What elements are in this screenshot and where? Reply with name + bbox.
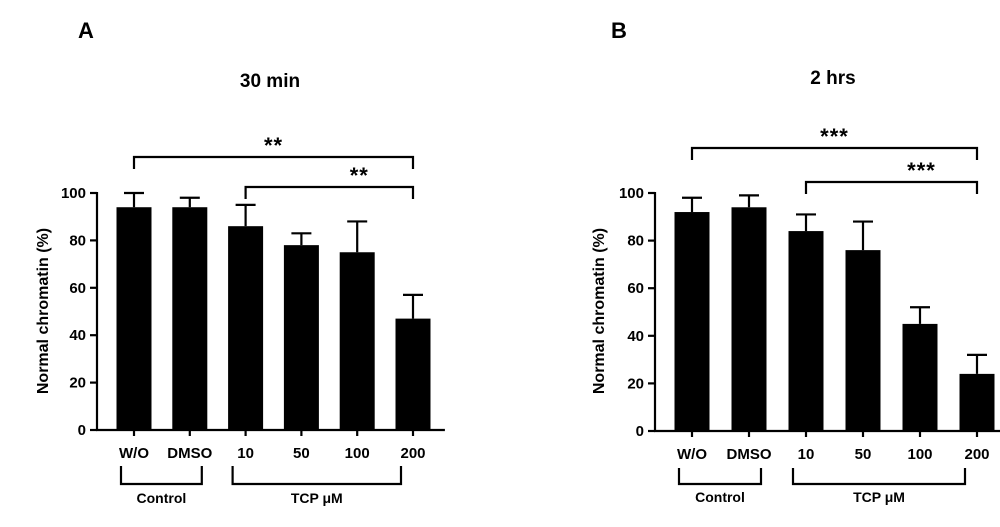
x-tick-label: 50	[855, 446, 872, 463]
y-tick-label: 100	[61, 185, 86, 202]
bar	[902, 323, 938, 431]
x-tick-label: 200	[964, 446, 989, 463]
bar	[845, 250, 881, 431]
y-tick-label: 60	[627, 280, 644, 297]
significance-label: ***	[820, 124, 849, 149]
significance-label: ***	[907, 158, 936, 183]
group-bracket	[231, 466, 403, 486]
significance-bracket	[804, 180, 979, 194]
x-tick-label: DMSO	[727, 446, 772, 463]
bar	[674, 212, 710, 431]
x-tick-label: 50	[293, 445, 310, 462]
plot-area: 0 20 40 60 80 100 W/O DMSO 10 50 100 200 *** *** Contr…	[619, 124, 1000, 505]
y-tick-label: 40	[69, 327, 86, 344]
y-tick-label: 80	[69, 232, 86, 249]
group-label: TCP μM	[853, 489, 905, 505]
y-tick-label: 20	[627, 375, 644, 392]
x-tick-label: DMSO	[167, 445, 212, 462]
group-label: TCP μM	[291, 490, 343, 506]
group-label: Control	[137, 490, 187, 506]
y-tick-label: 0	[78, 422, 86, 439]
bar	[283, 245, 319, 430]
x-tick-label: 10	[237, 445, 254, 462]
group-bracket	[677, 468, 763, 486]
y-tick-label: 20	[69, 375, 86, 392]
x-tick-label: 100	[345, 445, 370, 462]
significance-bracket	[132, 155, 415, 169]
bar	[339, 252, 375, 430]
y-tick-label: 0	[636, 423, 644, 440]
y-axis-title: Normal chromatin (%)	[35, 228, 52, 394]
x-tick-label: W/O	[677, 446, 707, 463]
significance-bracket	[690, 146, 979, 160]
chart-title: 30 min	[240, 71, 300, 92]
bar	[788, 231, 824, 431]
panel-letter: A	[78, 18, 94, 43]
y-tick-label: 80	[627, 233, 644, 250]
x-tick-label: W/O	[119, 445, 149, 462]
group-label: Control	[695, 489, 745, 505]
significance-bracket	[244, 185, 415, 199]
y-tick-label: 60	[69, 280, 86, 297]
bar	[959, 373, 995, 431]
x-tick-label: 10	[798, 446, 815, 463]
x-tick-label: 200	[400, 445, 425, 462]
plot-area: 0 20 40 60 80 100 W/O DMSO 10 50 100 200 ** ** Control…	[61, 133, 445, 506]
x-tick-label: 100	[907, 446, 932, 463]
group-bracket	[119, 466, 203, 486]
panel-letter: B	[611, 18, 627, 43]
bar	[172, 207, 208, 430]
bar	[731, 207, 767, 431]
bar	[395, 318, 431, 430]
group-bracket	[791, 468, 967, 486]
significance-label: **	[350, 163, 369, 188]
bar	[228, 226, 264, 430]
panel-a: A 30 min Normal chromatin (%) 0 20 40 60 80 1…	[35, 18, 445, 506]
y-axis-title: Normal chromatin (%)	[591, 228, 608, 394]
y-tick-label: 100	[619, 185, 644, 202]
y-tick-label: 40	[627, 328, 644, 345]
bar	[116, 207, 152, 430]
panel-b: B 2 hrs Normal chromatin (%) 0 20 40 60 80 10…	[591, 18, 1000, 505]
chart-title: 2 hrs	[810, 68, 855, 89]
significance-label: **	[264, 133, 283, 158]
